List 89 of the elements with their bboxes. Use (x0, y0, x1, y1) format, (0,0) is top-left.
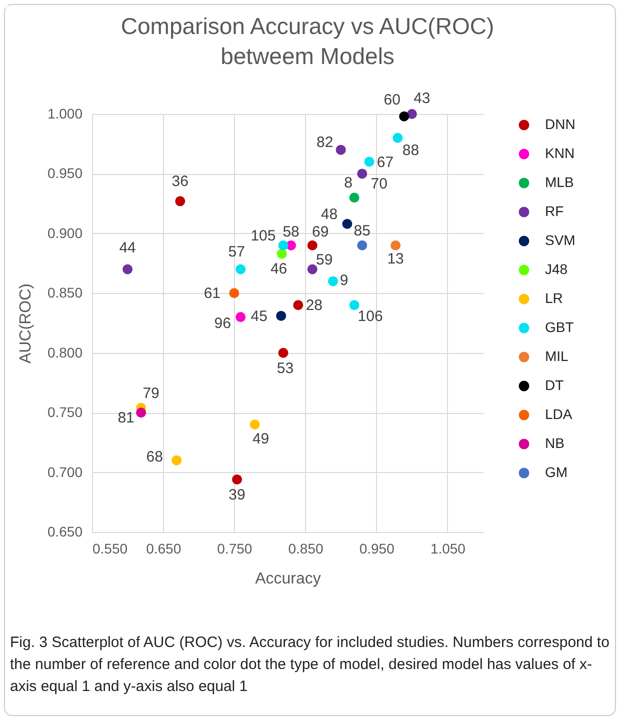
annotation: 82 (316, 134, 334, 151)
annotation: 59 (316, 251, 333, 268)
point (236, 312, 246, 322)
y-tick-label: 1.000 (47, 106, 83, 122)
point (250, 420, 260, 430)
legend-label: NB (545, 435, 564, 451)
annotation: 45 (250, 308, 268, 325)
chart-title: Comparison Accuracy vs AUC(ROC) betweem Models (120, 13, 494, 69)
legend-label: RF (545, 203, 564, 219)
x-axis-title: Accuracy (255, 570, 321, 588)
x-tick-label: 0.850 (288, 540, 324, 556)
annotation: 69 (312, 223, 329, 240)
x-tick-label: 0.950 (359, 540, 395, 556)
point (349, 300, 360, 310)
annotation: 58 (282, 223, 300, 240)
point (229, 288, 240, 298)
annotation: 81 (118, 410, 134, 427)
annotation: 96 (214, 315, 231, 332)
point (399, 111, 410, 122)
y-tick-label: 0.900 (47, 224, 83, 241)
y-tick-label: 0.650 (47, 524, 83, 540)
annotation: 85 (354, 222, 370, 240)
point (336, 144, 346, 155)
annotation: 57 (228, 243, 245, 260)
annotation: 70 (370, 176, 388, 193)
legend-label: KNN (545, 145, 575, 161)
point (390, 240, 401, 250)
annotation: 44 (119, 239, 136, 256)
annotation: 36 (172, 173, 188, 190)
x-tick-label: 0.650 (146, 540, 182, 556)
y-tick-label: 0.850 (47, 284, 83, 301)
legend-label: MIL (545, 348, 569, 364)
annotation: 68 (146, 448, 163, 466)
annotation: 39 (228, 486, 246, 504)
legend-label: LR (545, 290, 563, 306)
annotation: 48 (320, 206, 338, 223)
annotation: 79 (142, 384, 160, 402)
x-tick-label: 1.050 (430, 540, 466, 556)
legend-label: MLB (545, 174, 574, 190)
x-tick-label: 0.750 (217, 540, 252, 556)
point (122, 264, 133, 274)
point (392, 132, 403, 143)
legend-label: GM (545, 464, 568, 480)
annotation: 13 (387, 250, 404, 268)
annotation: 60 (384, 91, 400, 108)
annotation: 67 (376, 154, 394, 171)
annotation: 43 (414, 90, 430, 107)
annotation: 105 (250, 227, 276, 244)
point (349, 192, 360, 203)
point (364, 156, 374, 167)
point (278, 240, 288, 250)
point (276, 310, 286, 321)
point (293, 300, 304, 310)
point (232, 474, 242, 484)
point (307, 264, 318, 274)
y-tick-label: 0.950 (47, 165, 83, 182)
annotation: 46 (270, 260, 288, 278)
legend-label: SVM (545, 232, 576, 248)
legend-label: DNN (545, 116, 576, 132)
point (175, 196, 186, 206)
point (342, 218, 352, 229)
point (307, 240, 318, 250)
legend-label: GBT (545, 319, 574, 335)
point (136, 408, 146, 418)
legend-label: DT (545, 377, 564, 393)
point (357, 240, 368, 250)
point (278, 348, 288, 358)
point (172, 455, 182, 466)
annotation: 28 (306, 297, 323, 314)
annotation: 53 (276, 360, 294, 377)
point (276, 248, 287, 259)
point (406, 109, 417, 119)
annotation: 49 (252, 430, 270, 448)
y-tick-label: 0.750 (47, 404, 83, 420)
y-axis-title: AUC(ROC) (17, 284, 34, 364)
point (357, 168, 368, 179)
annotation: 9 (340, 272, 348, 290)
annotation: 88 (402, 142, 420, 159)
annotation: 61 (204, 285, 221, 302)
x-tick-label: 0.550 (92, 540, 128, 556)
point (328, 276, 338, 286)
annotation: 106 (358, 308, 383, 326)
caption: Fig. 3 Scatterplot of AUC (ROC) vs. Accuracy for included studies. Numbers correspond to the number of reference and color dot the type of model, desired model has values of x-axis equal 1 and y-axis also equal 1 (10, 633, 610, 697)
point (236, 264, 246, 274)
y-tick-label: 0.700 (47, 464, 83, 480)
legend-label: J48 (545, 261, 568, 277)
legend-label: LDA (545, 406, 573, 422)
annotation: 8 (344, 174, 352, 192)
y-tick-label: 0.800 (47, 344, 83, 360)
